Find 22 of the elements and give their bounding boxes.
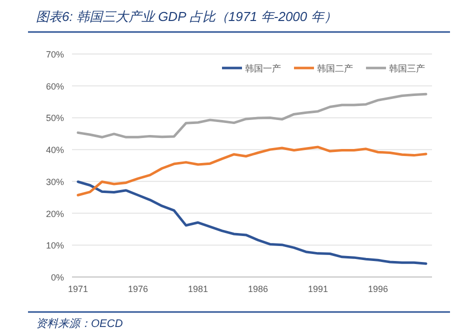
chart-title: 图表6: 韩国三大产业 GDP 占比（1971 年-2000 年）	[36, 9, 337, 24]
line-series	[76, 180, 428, 265]
legend-label: 韩国一产	[245, 64, 281, 74]
x-tick-label: 1976	[128, 284, 148, 294]
line-series	[76, 146, 428, 196]
x-tick-label: 1971	[68, 284, 88, 294]
y-tick-label: 70%	[46, 50, 64, 60]
x-tick-label: 1981	[188, 284, 208, 294]
y-tick-label: 0%	[50, 272, 64, 282]
x-tick-label: 1991	[308, 284, 328, 294]
y-tick-label: 10%	[46, 240, 64, 251]
y-tick-label: 60%	[46, 81, 64, 92]
text: 资料来源：OECD	[36, 317, 123, 330]
legend-label: 韩国三产	[389, 64, 425, 74]
y-tick-label: 40%	[46, 145, 64, 156]
y-tick-label: 20%	[46, 208, 64, 219]
legend-label: 韩国二产	[317, 64, 353, 74]
x-tick-label: 1986	[248, 284, 268, 294]
line-series	[76, 92, 428, 138]
y-tick-label: 50%	[46, 113, 64, 124]
y-tick-label: 30%	[46, 176, 64, 187]
x-tick-label: 1996	[368, 284, 388, 294]
